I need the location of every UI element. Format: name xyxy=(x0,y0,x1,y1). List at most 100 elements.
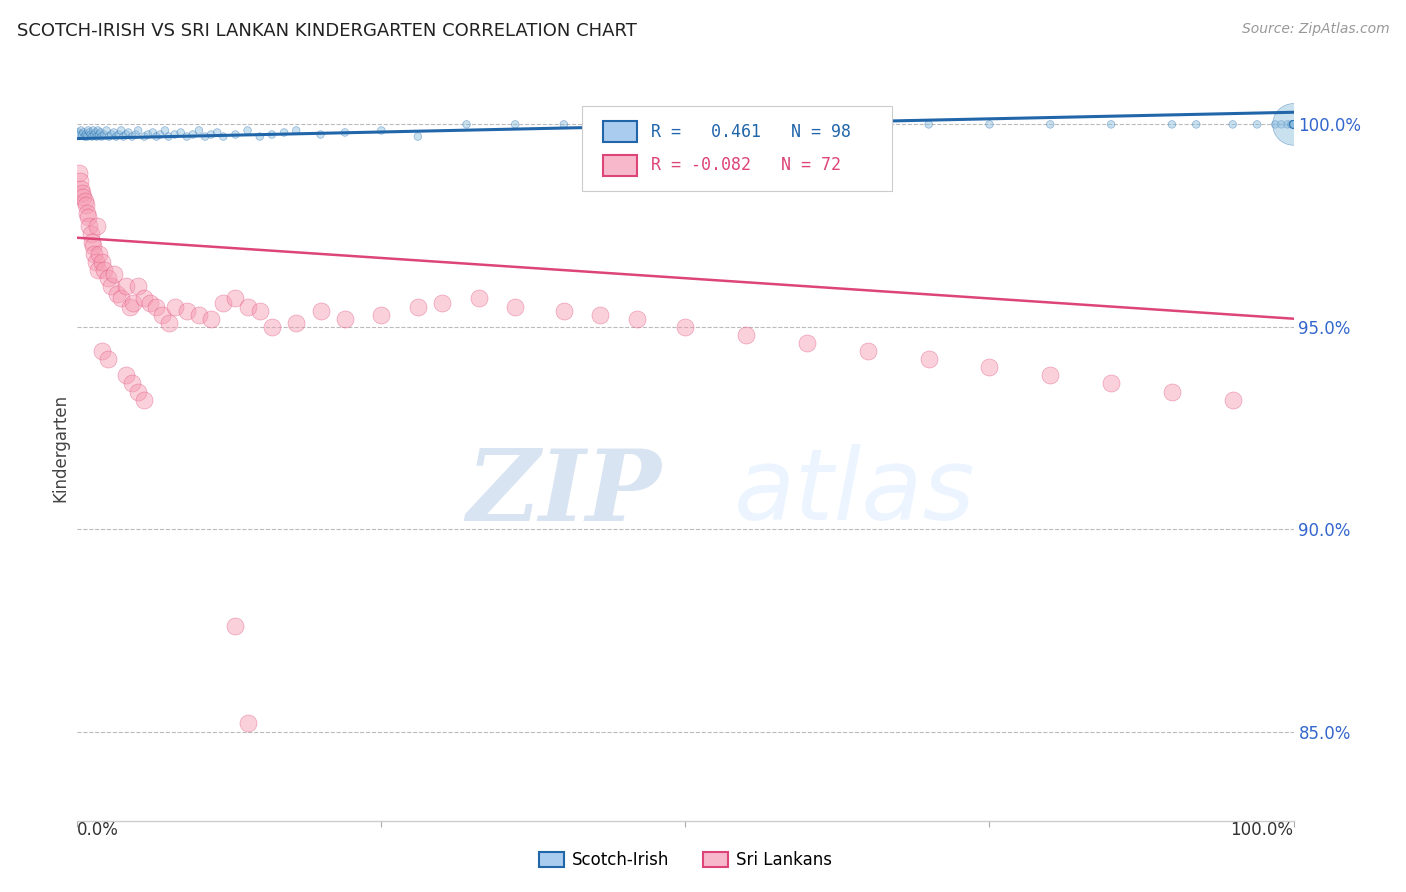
Point xyxy=(163,128,186,142)
Text: R =   0.461   N = 98: R = 0.461 N = 98 xyxy=(651,123,852,141)
Point xyxy=(70,186,93,201)
Point xyxy=(83,247,105,261)
Point xyxy=(200,311,222,326)
Point xyxy=(456,117,478,131)
Point xyxy=(1279,117,1302,131)
Point xyxy=(69,174,91,188)
Point xyxy=(1282,117,1305,131)
Point xyxy=(142,126,165,140)
Point xyxy=(67,126,90,140)
Point xyxy=(80,227,103,241)
Point xyxy=(97,271,120,285)
Point xyxy=(1161,384,1184,399)
Point xyxy=(370,308,392,322)
Point xyxy=(200,128,222,142)
Point xyxy=(76,129,98,144)
Point xyxy=(285,123,308,137)
Point xyxy=(163,300,186,314)
Point xyxy=(153,123,176,137)
Point xyxy=(675,117,697,131)
Point xyxy=(73,194,96,209)
Point xyxy=(735,327,758,342)
Point xyxy=(87,263,110,277)
Point xyxy=(89,247,111,261)
Point xyxy=(70,182,93,196)
Point xyxy=(86,219,108,233)
Point xyxy=(188,123,211,137)
Point xyxy=(1264,117,1286,131)
Point xyxy=(115,368,138,383)
Point xyxy=(117,126,139,140)
Point xyxy=(249,303,271,318)
Point xyxy=(406,300,429,314)
Point xyxy=(260,128,283,142)
Y-axis label: Kindergarten: Kindergarten xyxy=(51,394,69,502)
Point xyxy=(1282,117,1305,131)
Point xyxy=(122,295,145,310)
Point xyxy=(90,129,112,144)
Point xyxy=(1277,117,1299,131)
Text: SCOTCH-IRISH VS SRI LANKAN KINDERGARTEN CORRELATION CHART: SCOTCH-IRISH VS SRI LANKAN KINDERGARTEN … xyxy=(17,22,637,40)
Point xyxy=(80,128,103,142)
Point xyxy=(1282,117,1305,131)
Point xyxy=(90,255,112,269)
Legend: Scotch-Irish, Sri Lankans: Scotch-Irish, Sri Lankans xyxy=(531,845,839,876)
Point xyxy=(125,128,148,142)
Point xyxy=(589,308,612,322)
Text: R = -0.082   N = 72: R = -0.082 N = 72 xyxy=(651,156,841,174)
Point xyxy=(249,129,271,144)
Point xyxy=(121,129,143,144)
Point xyxy=(1282,117,1305,131)
Point xyxy=(149,128,172,142)
Point xyxy=(194,129,217,144)
Point xyxy=(112,129,135,144)
Point xyxy=(1282,117,1305,131)
Point xyxy=(224,128,246,142)
Point xyxy=(735,117,758,131)
Point xyxy=(333,126,356,140)
Point xyxy=(103,126,125,140)
Point xyxy=(110,292,132,306)
Point xyxy=(1222,392,1244,407)
Point xyxy=(84,255,107,269)
Text: 100.0%: 100.0% xyxy=(1230,821,1294,838)
Point xyxy=(918,117,941,131)
Point xyxy=(370,123,392,137)
Point xyxy=(1282,117,1305,131)
Point xyxy=(553,117,575,131)
Text: Source: ZipAtlas.com: Source: ZipAtlas.com xyxy=(1241,22,1389,37)
Point xyxy=(553,303,575,318)
Point xyxy=(1282,117,1305,131)
Point xyxy=(1282,117,1305,131)
Point xyxy=(1039,368,1062,383)
Point xyxy=(170,126,193,140)
Point xyxy=(118,300,141,314)
Point xyxy=(86,129,108,144)
Point xyxy=(152,308,174,322)
Point xyxy=(96,123,118,137)
Point xyxy=(1281,117,1303,131)
Point xyxy=(70,123,93,137)
Point xyxy=(856,117,879,131)
Point xyxy=(157,316,180,330)
Point xyxy=(67,166,90,180)
Point xyxy=(105,129,128,144)
Point xyxy=(1099,117,1122,131)
Point xyxy=(212,295,235,310)
Point xyxy=(1270,117,1292,131)
Point xyxy=(205,126,228,140)
Point xyxy=(181,128,204,142)
Point xyxy=(139,295,162,310)
Point xyxy=(100,128,122,142)
Point xyxy=(136,128,159,142)
Point xyxy=(467,292,489,306)
Point xyxy=(80,235,103,249)
Point xyxy=(1282,117,1305,131)
Point xyxy=(127,123,149,137)
Point xyxy=(110,123,132,137)
Point xyxy=(76,206,98,220)
Point xyxy=(134,392,156,407)
Point xyxy=(145,129,167,144)
Point xyxy=(503,117,526,131)
Point xyxy=(70,128,93,142)
